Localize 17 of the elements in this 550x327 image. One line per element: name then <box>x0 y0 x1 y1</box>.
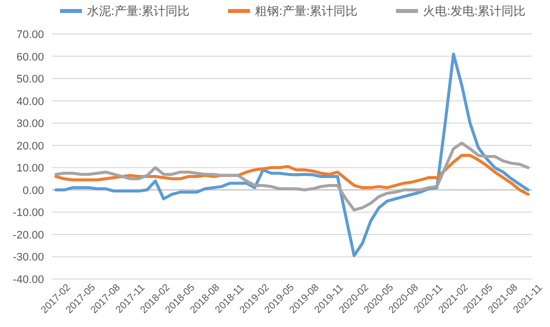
y-tick-label: 70.00 <box>16 29 44 41</box>
line-series <box>54 52 530 258</box>
y-tick-label: 60.00 <box>16 51 44 64</box>
line-series <box>54 142 530 212</box>
y-tick-label: 50.00 <box>16 74 44 86</box>
y-tick-label: 20.00 <box>16 140 44 152</box>
y-tick-label: 30.00 <box>16 118 44 130</box>
legend-label: 水泥:产量:累计同比 <box>87 4 190 18</box>
y-tick-label: -40.00 <box>12 274 44 286</box>
y-tick-label: -30.00 <box>12 252 44 264</box>
y-tick-label: -10.00 <box>12 207 44 220</box>
y-tick-label: -20.00 <box>12 229 44 242</box>
legend-label: 火电:发电:累计同比 <box>423 4 526 18</box>
legend-label: 粗钢:产量:累计同比 <box>255 4 358 18</box>
y-tick-label: 10.00 <box>16 162 44 175</box>
y-tick-label: 40.00 <box>16 96 44 108</box>
y-tick-label: 0.00 <box>22 184 44 197</box>
